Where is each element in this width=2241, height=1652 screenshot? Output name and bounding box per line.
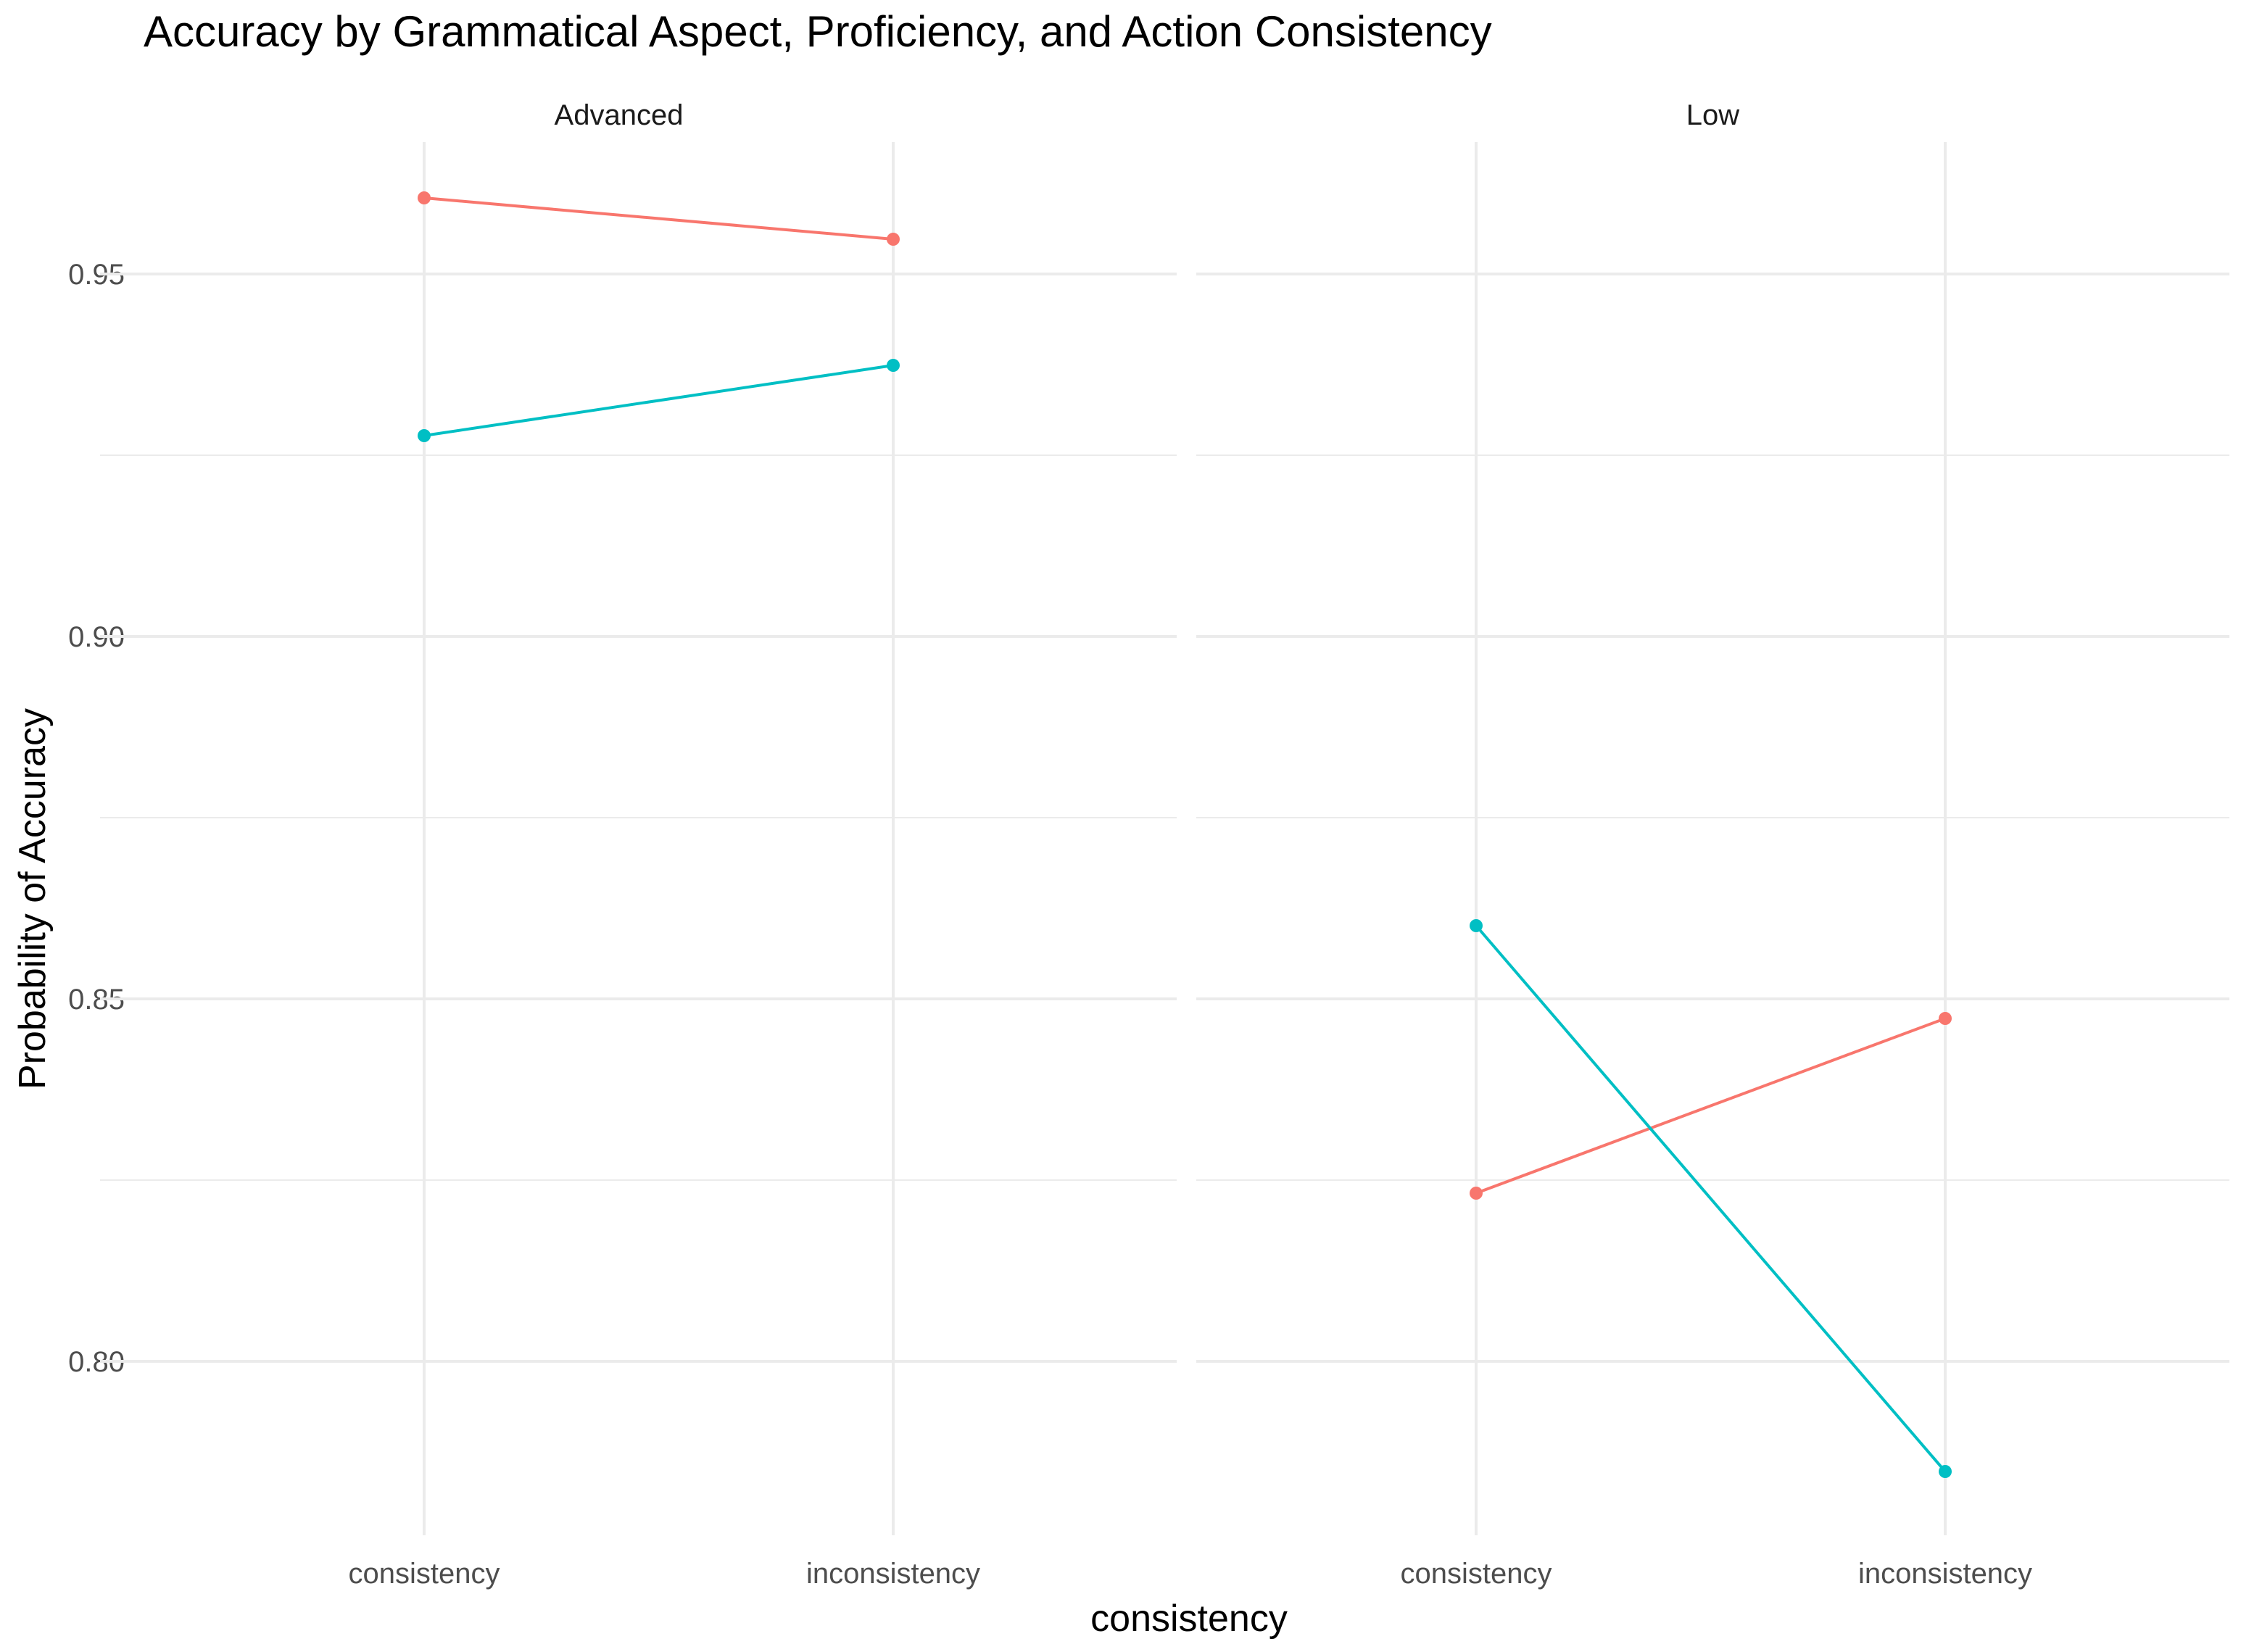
x-axis-title: consistency xyxy=(1090,1598,1288,1640)
data-point xyxy=(418,191,431,204)
data-point xyxy=(1939,1465,1952,1478)
facet-panel-low: consistency inconsistency Low xyxy=(1196,99,2229,1590)
data-point xyxy=(418,429,431,442)
series-line xyxy=(1475,1017,1946,1195)
chart-title: Accuracy by Grammatical Aspect, Proficie… xyxy=(144,7,1492,56)
x-tick-label: inconsistency xyxy=(806,1558,980,1590)
series-line xyxy=(1475,924,1947,1473)
facet-panel-advanced: consistency inconsistency Advanced xyxy=(100,99,1177,1590)
data-point xyxy=(1470,1187,1483,1200)
data-point xyxy=(887,359,900,372)
facet-strip-label: Low xyxy=(1686,99,1739,131)
x-tick-label: consistency xyxy=(349,1558,500,1590)
x-tick-label: inconsistency xyxy=(1858,1558,2032,1590)
data-point xyxy=(887,233,900,246)
y-axis-title: Probability of Accuracy xyxy=(12,708,54,1089)
x-tick-label: consistency xyxy=(1401,1558,1552,1590)
facet-strip-label: Advanced xyxy=(555,99,684,131)
series-line xyxy=(423,364,894,437)
data-point xyxy=(1939,1012,1952,1025)
data-point xyxy=(1470,919,1483,932)
series-line xyxy=(423,196,894,241)
